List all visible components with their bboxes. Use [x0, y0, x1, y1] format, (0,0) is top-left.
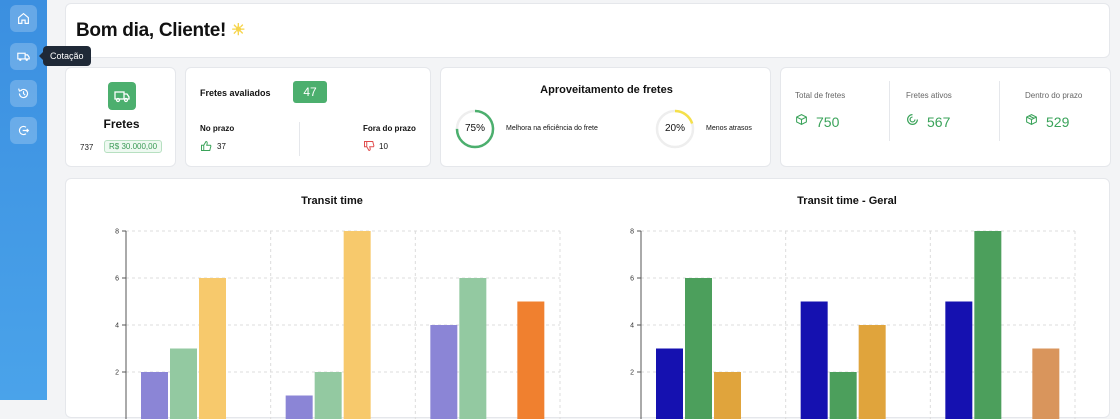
- delays-pct: 20%: [655, 123, 695, 134]
- stat-ontime-value: 529: [1046, 114, 1069, 130]
- spinner-icon: [906, 113, 919, 126]
- y-tick-label: 2: [115, 370, 119, 377]
- bar: [859, 325, 886, 419]
- bar: [459, 278, 486, 419]
- efficiency-pct: 75%: [455, 123, 495, 134]
- y-tick-label: 6: [115, 276, 119, 283]
- bar: [801, 302, 828, 419]
- divider: [299, 122, 300, 156]
- sidebar-item-home[interactable]: [10, 5, 37, 32]
- y-tick-label: 4: [115, 323, 119, 330]
- stat-total-value: 750: [816, 114, 839, 130]
- on-time-value: 37: [217, 142, 226, 151]
- fretes-value-badge: R$ 30.000,00: [104, 140, 162, 153]
- sun-icon: ☀: [231, 20, 245, 40]
- bar: [141, 372, 168, 419]
- y-tick-label: 6: [630, 276, 634, 283]
- tooltip-cotacao: Cotação: [43, 46, 91, 66]
- y-tick-label: 2: [630, 370, 634, 377]
- truck-icon: [108, 82, 136, 110]
- stat-active-label: Fretes ativos: [906, 91, 952, 100]
- aproveitamento-card: Aproveitamento de fretes 75% Melhora na …: [440, 67, 771, 167]
- sidebar: [0, 0, 47, 400]
- avaliados-card: Fretes avaliados 47 No prazo 37 Fora do …: [185, 67, 431, 167]
- bar: [685, 278, 712, 419]
- y-tick-label: 4: [630, 323, 634, 330]
- bar: [945, 302, 972, 419]
- bar: [286, 396, 313, 419]
- logout-icon: [17, 124, 30, 137]
- bar: [974, 231, 1001, 419]
- stat-total-label: Total de fretes: [795, 91, 845, 100]
- aproveitamento-title: Aproveitamento de fretes: [441, 84, 772, 96]
- transit-time-geral-chart: 2 4 6 8: [586, 179, 1111, 419]
- y-tick-label: 8: [115, 229, 119, 236]
- thumbs-down-icon: [363, 140, 375, 152]
- bar: [517, 302, 544, 419]
- divider: [889, 81, 890, 141]
- avaliados-count-badge: 47: [293, 81, 327, 103]
- page-title: Bom dia, Cliente!☀: [76, 20, 245, 42]
- bar: [199, 278, 226, 419]
- bar: [430, 325, 457, 419]
- stats-card: Total de fretes 750 Fretes ativos 567 De…: [780, 67, 1111, 167]
- late-value: 10: [379, 142, 388, 151]
- package-icon: [795, 113, 808, 126]
- greeting-prefix: Bom dia,: [76, 20, 159, 41]
- y-tick-label: 8: [630, 229, 634, 236]
- stat-ontime-label: Dentro do prazo: [1025, 91, 1082, 100]
- delays-label: Menos atrasos: [706, 125, 752, 132]
- transit-time-chart: 2 4 6 8: [66, 179, 586, 419]
- fretes-title: Fretes: [66, 117, 177, 131]
- bar: [1032, 349, 1059, 419]
- bar: [656, 349, 683, 419]
- bar: [714, 372, 741, 419]
- fretes-card[interactable]: Fretes 737 R$ 30.000,00: [65, 67, 176, 167]
- truck-icon: [17, 50, 30, 63]
- greeting-name: Cliente!: [159, 20, 226, 41]
- efficiency-label: Melhora na eficiência do frete: [506, 125, 598, 132]
- stat-active-value: 567: [927, 114, 950, 130]
- thumbs-up-icon: [200, 140, 212, 152]
- avaliados-title: Fretes avaliados: [200, 88, 271, 98]
- divider: [999, 81, 1000, 141]
- sidebar-item-logout[interactable]: [10, 117, 37, 144]
- bar: [344, 231, 371, 419]
- bar: [170, 349, 197, 419]
- on-time-label: No prazo: [200, 124, 234, 133]
- bar: [830, 372, 857, 419]
- greeting-card: Bom dia, Cliente!☀: [65, 3, 1110, 58]
- fretes-count: 737: [80, 143, 93, 152]
- sidebar-item-history[interactable]: [10, 80, 37, 107]
- bar: [315, 372, 342, 419]
- box-icon: [1025, 113, 1038, 126]
- history-icon: [17, 87, 30, 100]
- sidebar-item-cotacao[interactable]: [10, 43, 37, 70]
- home-icon: [17, 12, 30, 25]
- late-label: Fora do prazo: [363, 124, 416, 133]
